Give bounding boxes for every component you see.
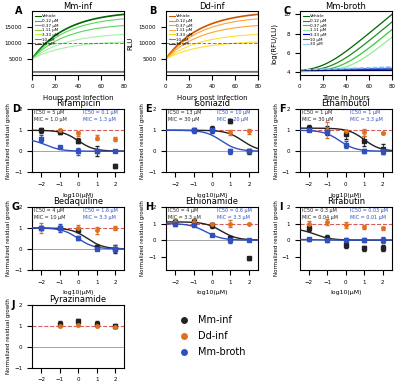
X-axis label: log10(μM): log10(μM): [196, 193, 228, 198]
Y-axis label: Normalized residual growth: Normalized residual growth: [274, 103, 279, 178]
Legend: Mm-inf, Dd-inf, Mm-broth: Mm-inf, Dd-inf, Mm-broth: [171, 311, 249, 361]
Text: J: J: [12, 300, 15, 309]
Text: IC50 = 4 μM
MIC = 3.3 μM: IC50 = 4 μM MIC = 3.3 μM: [168, 208, 200, 220]
Text: IC50 = 1.6 μM
MIC = 3.3 μM: IC50 = 1.6 μM MIC = 3.3 μM: [83, 208, 118, 220]
Title: Bedaquiline: Bedaquiline: [53, 197, 103, 206]
Y-axis label: Normalized residual growth: Normalized residual growth: [140, 201, 145, 277]
Vehicle: [111, 13, 116, 18]
Text: IC50 = 5 μM
MIC = 1.0 μM: IC50 = 5 μM MIC = 1.0 μM: [34, 110, 67, 122]
Title: Ethambutol: Ethambutol: [322, 100, 370, 108]
Title: Rifabutin: Rifabutin: [327, 197, 365, 206]
Line: Vehicle: Vehicle: [166, 14, 258, 59]
Text: G: G: [12, 202, 20, 212]
Vehicle: [70, 23, 75, 28]
Y-axis label: Normalized residual growth: Normalized residual growth: [140, 103, 145, 178]
Y-axis label: Normalized residual growth: Normalized residual growth: [6, 201, 11, 277]
X-axis label: log10(μM): log10(μM): [62, 193, 94, 198]
Vehicle: [93, 16, 98, 21]
Title: Rifampicin
Mm-inf: Rifampicin Mm-inf: [56, 0, 100, 11]
Text: H: H: [146, 202, 154, 212]
Text: IC50 = 0.3 μM
MIC = 0.04 μM: IC50 = 0.3 μM MIC = 0.04 μM: [302, 208, 338, 220]
Vehicle: [226, 16, 231, 21]
X-axis label: Hours post infection: Hours post infection: [177, 95, 247, 101]
Vehicle: [256, 12, 260, 16]
Vehicle: [86, 18, 90, 23]
Text: IC50 = 4 μM
MIC = 10 μM: IC50 = 4 μM MIC = 10 μM: [34, 208, 65, 220]
Text: IC50 = 10 μM
MIC = 20 μM: IC50 = 10 μM MIC = 20 μM: [217, 110, 250, 122]
Title: Rifampicin
Dd-inf: Rifampicin Dd-inf: [190, 0, 234, 11]
X-axis label: log10(μM): log10(μM): [330, 290, 362, 295]
Vehicle: [204, 23, 209, 28]
Text: B: B: [149, 7, 157, 16]
Vehicle: [84, 18, 89, 23]
Text: IC50 = 0.1 μM
MIC = 1.3 μM: IC50 = 0.1 μM MIC = 1.3 μM: [83, 110, 118, 122]
Vehicle: [122, 12, 127, 16]
Text: A: A: [15, 7, 23, 16]
Text: I: I: [279, 202, 283, 212]
Y-axis label: Normalized residual growth: Normalized residual growth: [6, 298, 11, 374]
Y-axis label: log(RFU/LU): log(RFU/LU): [271, 23, 278, 64]
X-axis label: Time in hours: Time in hours: [322, 95, 370, 101]
X-axis label: log10(μM): log10(μM): [62, 290, 94, 295]
Vehicle: [220, 18, 224, 23]
Text: IC50 = 1 μM
MIC = 3.3 μM: IC50 = 1 μM MIC = 3.3 μM: [350, 110, 383, 122]
Title: Ethionamide: Ethionamide: [186, 197, 238, 206]
Vehicle: [30, 57, 34, 61]
X-axis label: log10(μM): log10(μM): [330, 193, 362, 198]
Legend: Vehicle, 0.12 μM, 0.37 μM, 1.11 μM, 3.33 μM, 10 μM, 30 μM: Vehicle, 0.12 μM, 0.37 μM, 1.11 μM, 3.33…: [34, 13, 60, 47]
Text: F: F: [279, 104, 286, 114]
Line: Vehicle: Vehicle: [32, 14, 124, 59]
Legend: Vehicle, 0.12 μM, 0.37 μM, 1.11 μM, 3.33 μM, 10 μM, 30 μM: Vehicle, 0.12 μM, 0.37 μM, 1.11 μM, 3.33…: [168, 13, 194, 47]
Title: Rifampicin: Rifampicin: [56, 100, 100, 108]
X-axis label: log10(μM): log10(μM): [196, 290, 228, 295]
Title: Pyrazinamide: Pyrazinamide: [50, 295, 107, 304]
Y-axis label: RLU: RLU: [127, 36, 133, 50]
Title: Isoniazid: Isoniazid: [194, 100, 230, 108]
Text: E: E: [146, 104, 152, 114]
Vehicle: [223, 17, 228, 22]
Text: C: C: [283, 7, 290, 16]
Vehicle: [89, 17, 94, 22]
X-axis label: Hours post infection: Hours post infection: [43, 95, 114, 101]
Text: IC50 = 13 μM
MIC = 30 μM: IC50 = 13 μM MIC = 30 μM: [168, 110, 201, 122]
Text: D: D: [12, 104, 20, 114]
Y-axis label: Normalized residual growth: Normalized residual growth: [6, 103, 11, 178]
Title: Rifampicin
Mm-broth: Rifampicin Mm-broth: [324, 0, 368, 11]
Text: IC50 = 0.6 μM
MIC = 3.3 μM: IC50 = 0.6 μM MIC = 3.3 μM: [217, 208, 252, 220]
Text: IC50 = 1 μM
MIC = 30 μM: IC50 = 1 μM MIC = 30 μM: [302, 110, 333, 122]
Vehicle: [218, 18, 223, 23]
Vehicle: [164, 57, 168, 61]
Vehicle: [245, 13, 250, 18]
Legend: Vehicle, 0.12 μM, 0.37 μM, 1.11 μM, 3.33 μM, 10 μM, 30 μM: Vehicle, 0.12 μM, 0.37 μM, 1.11 μM, 3.33…: [302, 13, 328, 47]
Y-axis label: Normalized residual growth: Normalized residual growth: [274, 201, 279, 277]
Text: IC50 = 0.03 μM
MIC = 0.01 μM: IC50 = 0.03 μM MIC = 0.01 μM: [350, 208, 388, 220]
